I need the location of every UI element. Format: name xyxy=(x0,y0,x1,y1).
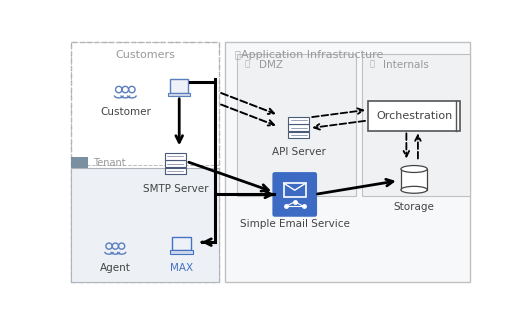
Ellipse shape xyxy=(401,166,427,172)
Bar xyxy=(72,168,219,282)
Bar xyxy=(361,53,470,196)
Text: Application Infrastructure: Application Infrastructure xyxy=(241,50,383,60)
Text: ⛅: ⛅ xyxy=(235,50,241,60)
Text: Customer: Customer xyxy=(100,107,151,117)
Bar xyxy=(284,183,306,197)
Text: API Server: API Server xyxy=(272,147,325,157)
Text: Agent: Agent xyxy=(100,263,131,273)
Bar xyxy=(72,157,89,168)
Text: Simple Email Service: Simple Email Service xyxy=(240,219,350,229)
Bar xyxy=(170,79,188,93)
Bar xyxy=(72,42,219,282)
Bar xyxy=(72,42,219,165)
Bar xyxy=(288,124,309,131)
Bar xyxy=(168,93,190,96)
Bar xyxy=(368,101,460,131)
Ellipse shape xyxy=(401,186,427,193)
Text: Customers: Customers xyxy=(116,50,175,60)
Bar xyxy=(171,250,193,254)
Text: DMZ: DMZ xyxy=(259,60,282,70)
Bar xyxy=(288,117,309,123)
FancyBboxPatch shape xyxy=(272,172,317,217)
Text: Orchestration: Orchestration xyxy=(376,111,452,121)
Bar xyxy=(172,237,191,250)
Bar xyxy=(165,168,186,174)
Text: MAX: MAX xyxy=(170,263,193,273)
Bar xyxy=(165,160,186,167)
Text: ⛅: ⛅ xyxy=(369,60,374,69)
Bar xyxy=(401,169,427,190)
Text: ⛅: ⛅ xyxy=(245,60,250,69)
Text: Tenant: Tenant xyxy=(93,158,126,168)
Bar xyxy=(165,153,186,160)
Text: Storage: Storage xyxy=(394,202,435,212)
Text: SMTP Server: SMTP Server xyxy=(143,184,208,194)
Bar xyxy=(288,132,309,138)
Bar xyxy=(225,42,470,282)
Text: Internals: Internals xyxy=(383,60,429,70)
Bar xyxy=(237,53,356,196)
